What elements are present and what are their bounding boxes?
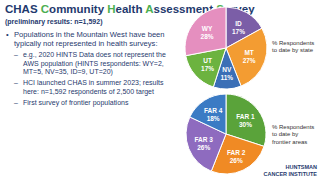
data-label: 28%: [201, 33, 214, 40]
data-label: ID: [235, 20, 242, 27]
data-label: FAR 3: [194, 136, 213, 143]
data-label: 26%: [197, 144, 210, 151]
sub-bullet: First survey of frontier populations: [14, 99, 174, 108]
logo-text: HUNTSMAN: [264, 164, 317, 171]
bullet-list: Populations in the Mountain West have be…: [6, 30, 174, 110]
subtitle: (preliminary results: n=1,592): [5, 18, 102, 25]
data-label: WY: [202, 25, 213, 32]
logo: HUNTSMANCANCER INSTITUTE: [264, 164, 317, 177]
data-label: FAR 4: [204, 107, 223, 114]
data-label: NV: [222, 66, 232, 73]
data-label: 17%: [201, 65, 214, 72]
charts: ID17%MT27%NV11%UT17%WY28%FAR 130%FAR 226…: [0, 0, 320, 180]
pie: [186, 94, 266, 174]
data-label: 11%: [220, 74, 233, 81]
slice: [190, 94, 226, 134]
data-label: FAR 1: [236, 113, 255, 120]
data-label: 27%: [243, 57, 256, 64]
pie: [185, 7, 267, 89]
sub-bullet: HCI launched CHAS in summer 2023; result…: [14, 79, 174, 97]
data-label: 26%: [230, 157, 243, 164]
chart-caption: % Respondents to date by frontier areas: [272, 124, 318, 146]
chart-caption: % Respondents to date by state: [272, 40, 318, 55]
slice: [185, 7, 226, 56]
data-label: UT: [203, 57, 212, 64]
data-label: 30%: [239, 121, 252, 128]
data-label: 17%: [232, 28, 245, 35]
data-label: FAR 2: [227, 149, 246, 156]
bullet: Populations in the Mountain West have be…: [6, 30, 174, 49]
data-label: MT: [244, 49, 253, 56]
data-label: 18%: [207, 115, 220, 122]
sub-bullet: e.g., 2020 HINTS Data does not represent…: [14, 51, 174, 77]
logo-text: CANCER INSTITUTE: [264, 171, 317, 178]
